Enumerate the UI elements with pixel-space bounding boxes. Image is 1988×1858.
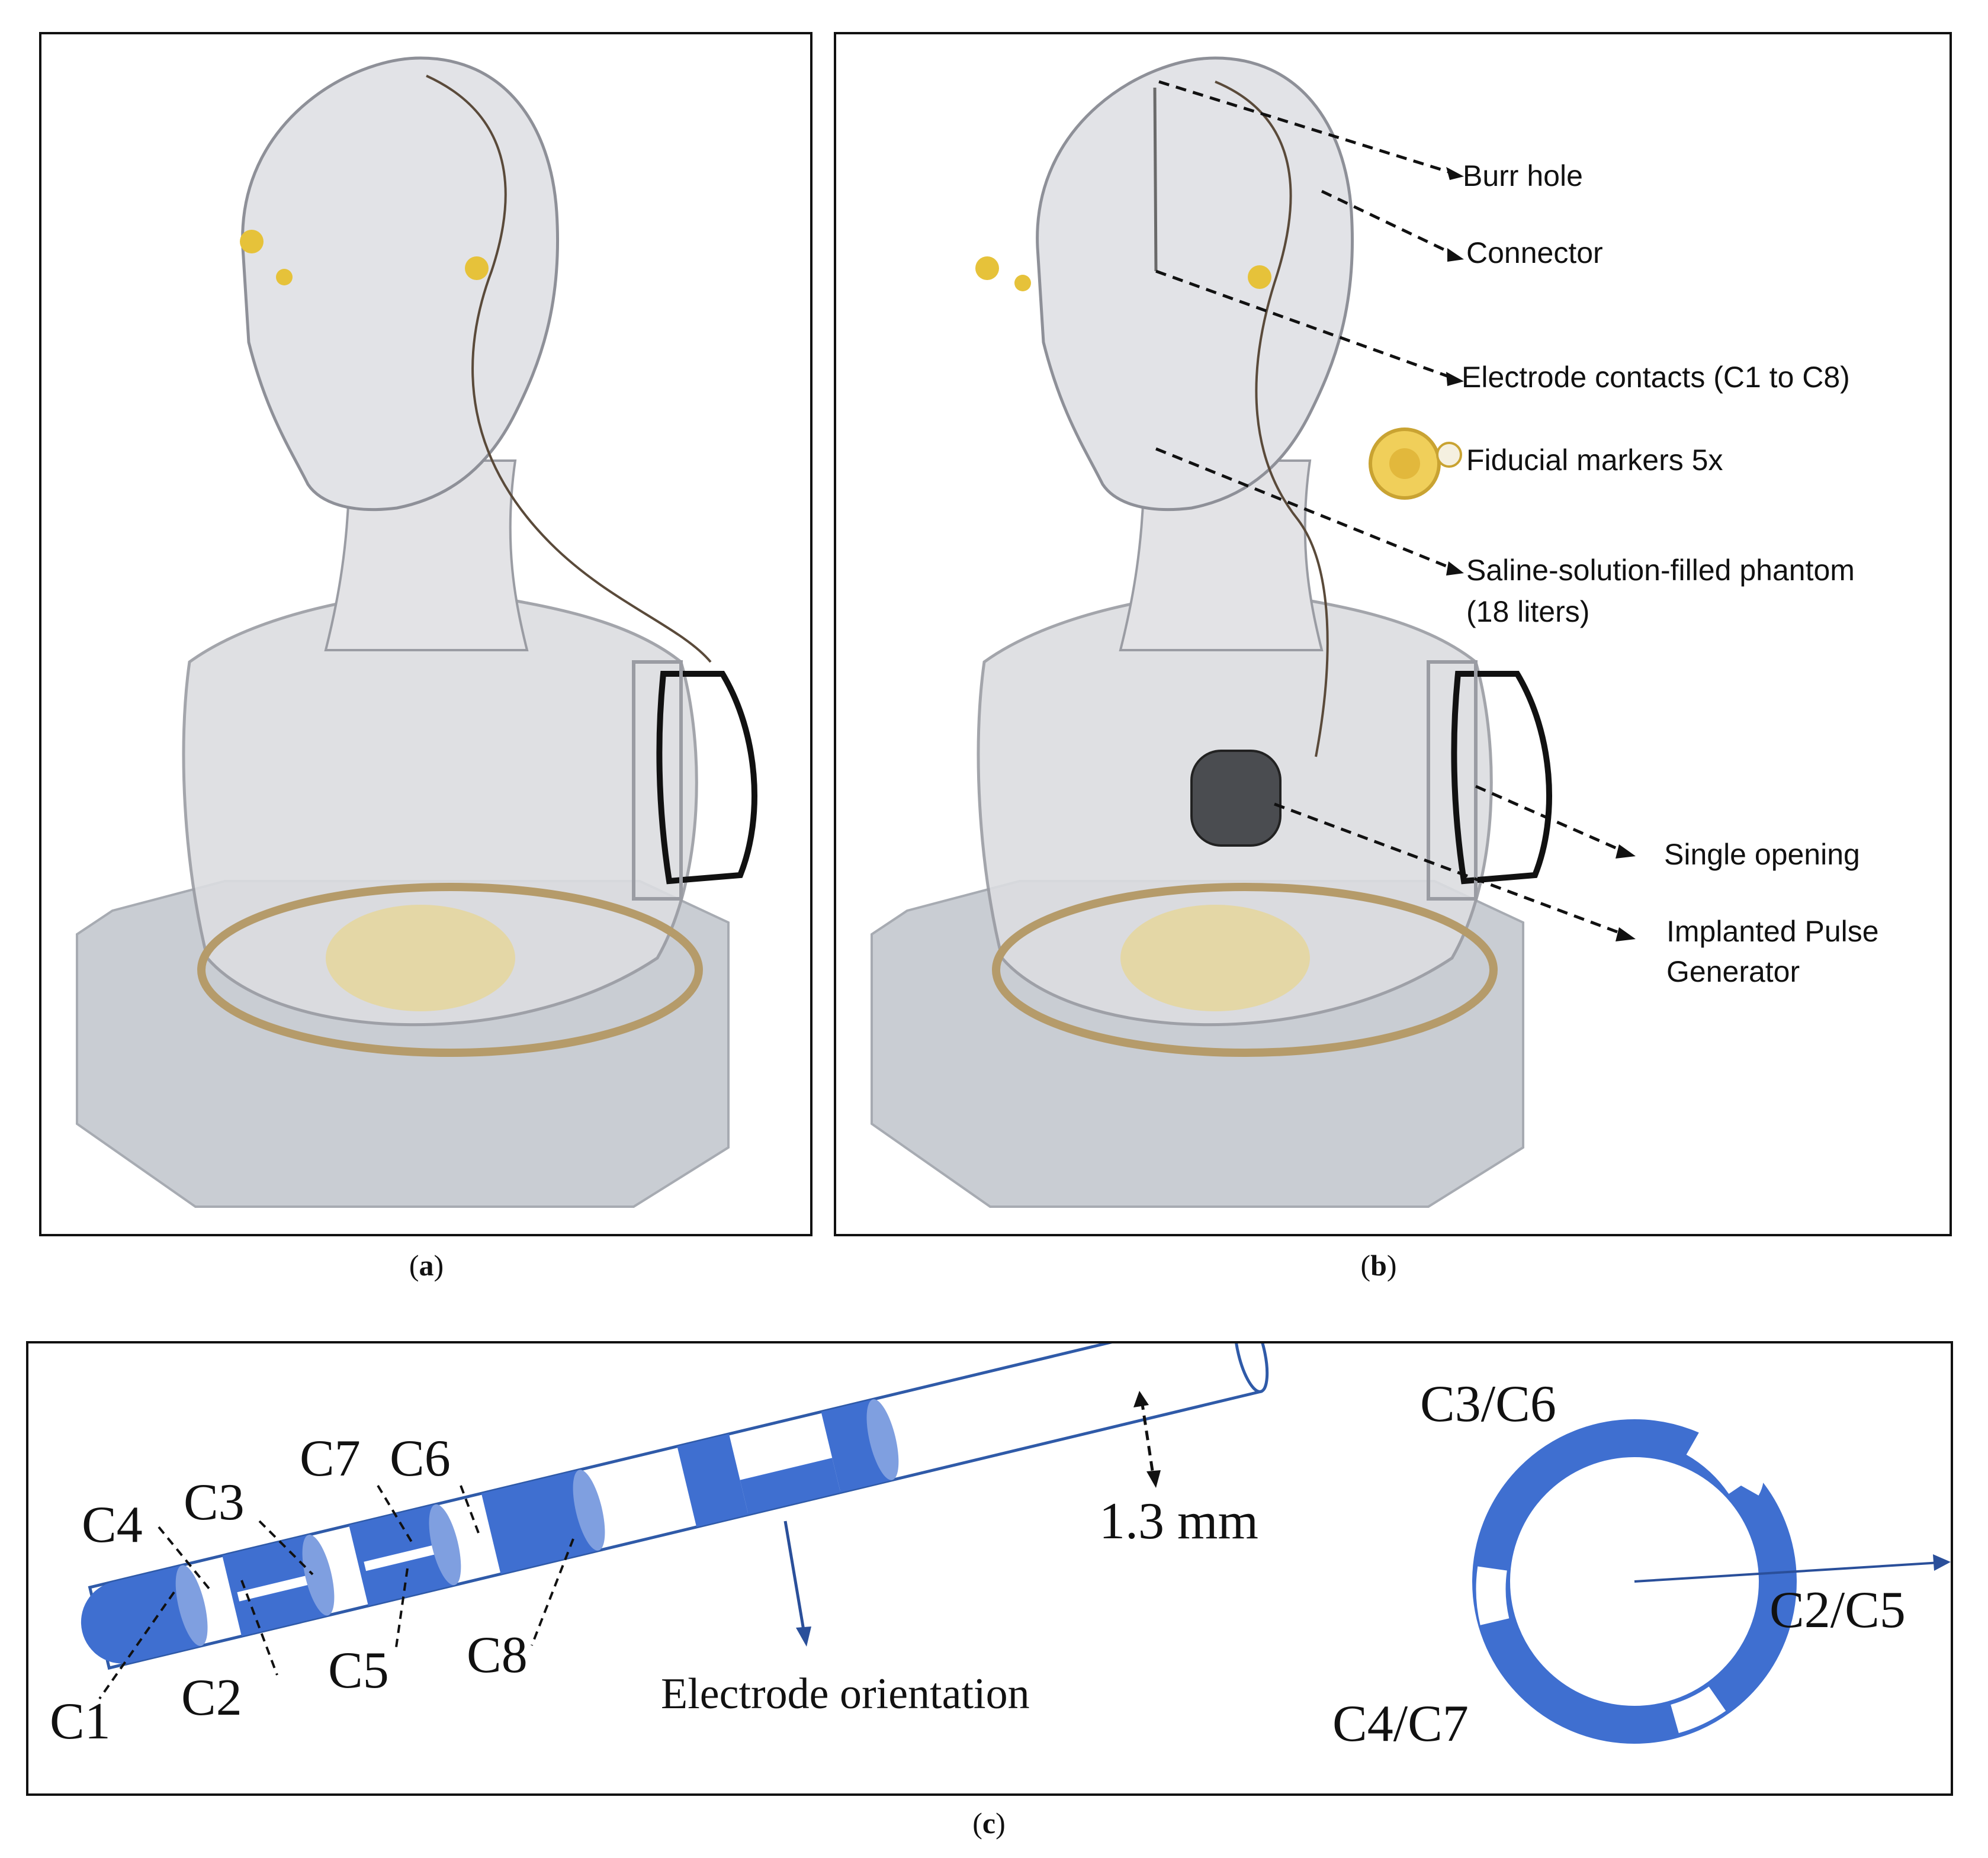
ring-gap-2 [1476, 1566, 1510, 1625]
ring-gap-3 [1670, 1686, 1726, 1734]
label-diameter: 1.3 mm [1099, 1493, 1258, 1550]
contact-leader-lines [98, 1484, 574, 1700]
base-ring [992, 883, 1498, 1057]
orientation-marker-left [677, 1433, 749, 1527]
fiducial-marker [240, 230, 264, 253]
annotation-arrowheads [1446, 167, 1636, 941]
fiducial-marker-center [1389, 448, 1420, 479]
single-opening [656, 671, 757, 885]
fiducial-marker-tab [1436, 442, 1462, 468]
label-saline-line2: (18 liters) [1466, 595, 1590, 628]
caption-c: (c) [972, 1806, 1006, 1840]
label-c1: C1 [50, 1693, 111, 1750]
label-c7: C7 [300, 1430, 361, 1487]
electrode-lead [1153, 87, 1158, 272]
contact-c1 [81, 1565, 201, 1664]
label-fiducial-markers: Fiducial markers 5x [1466, 443, 1723, 477]
label-c6: C6 [390, 1430, 451, 1487]
annotation-lines [1155, 80, 1625, 936]
panel-a-frame [39, 32, 812, 1236]
fiducial-marker [276, 269, 293, 285]
lead-cable [426, 75, 712, 663]
panel-b-frame: Burr hole Connector Electrode contacts (… [834, 32, 1952, 1236]
fiducial-marker [1014, 275, 1031, 291]
label-c3: C3 [184, 1474, 245, 1531]
label-electrode-orientation: Electrode orientation [661, 1670, 1030, 1718]
opening-flange [1427, 660, 1478, 901]
electrode-shaft [81, 1343, 1269, 1670]
fiducial-marker [1248, 265, 1271, 289]
fiducial-marker [975, 256, 999, 280]
phantom-photo-a [76, 56, 757, 1208]
fiducial-marker [465, 256, 489, 280]
segment-gap [237, 1574, 314, 1602]
lead-cable [1215, 81, 1329, 757]
label-ring-bottom-left: C4/C7 [1332, 1695, 1469, 1753]
label-c8: C8 [467, 1626, 528, 1684]
implanted-pulse-generator [1190, 750, 1282, 847]
orientation-arrow [783, 1521, 811, 1647]
label-single-opening: Single opening [1664, 838, 1860, 871]
label-electrode-contacts: Electrode contacts (C1 to C8) [1462, 361, 1850, 394]
base-ring [197, 883, 703, 1057]
caption-b: (b) [1360, 1249, 1397, 1282]
label-ipg-line1: Implanted Pulse [1666, 915, 1879, 948]
panel-c-frame: C1 C2 C3 C4 C5 C6 C7 C8 1.3 mm Electrode… [26, 1341, 1953, 1796]
base-disc [326, 905, 515, 1011]
head [241, 56, 560, 512]
label-ipg-line2: Generator [1666, 955, 1800, 988]
segment-gap [364, 1544, 441, 1571]
contact-c8 [481, 1470, 599, 1574]
caption-a: (a) [409, 1249, 444, 1282]
electrode-diagram [81, 1343, 1951, 1744]
ring-gap-1 [1686, 1429, 1753, 1494]
label-ring-right: C2/C5 [1769, 1581, 1906, 1639]
label-c5: C5 [328, 1642, 389, 1699]
label-connector: Connector [1466, 236, 1603, 269]
ring-cross-section [1472, 1419, 1951, 1744]
phantom-photo-b [871, 56, 1636, 1208]
diameter-indicator [1133, 1391, 1161, 1488]
label-saline-line1: Saline-solution-filled phantom [1466, 554, 1855, 587]
orientation-marker-bar [740, 1458, 841, 1515]
label-c4: C4 [82, 1496, 143, 1554]
label-burr-hole: Burr hole [1463, 159, 1583, 192]
label-c2: C2 [181, 1669, 242, 1727]
single-opening [1451, 671, 1552, 885]
label-ring-top: C3/C6 [1420, 1375, 1556, 1433]
base-disc [1120, 905, 1310, 1011]
opening-flange [632, 660, 683, 901]
